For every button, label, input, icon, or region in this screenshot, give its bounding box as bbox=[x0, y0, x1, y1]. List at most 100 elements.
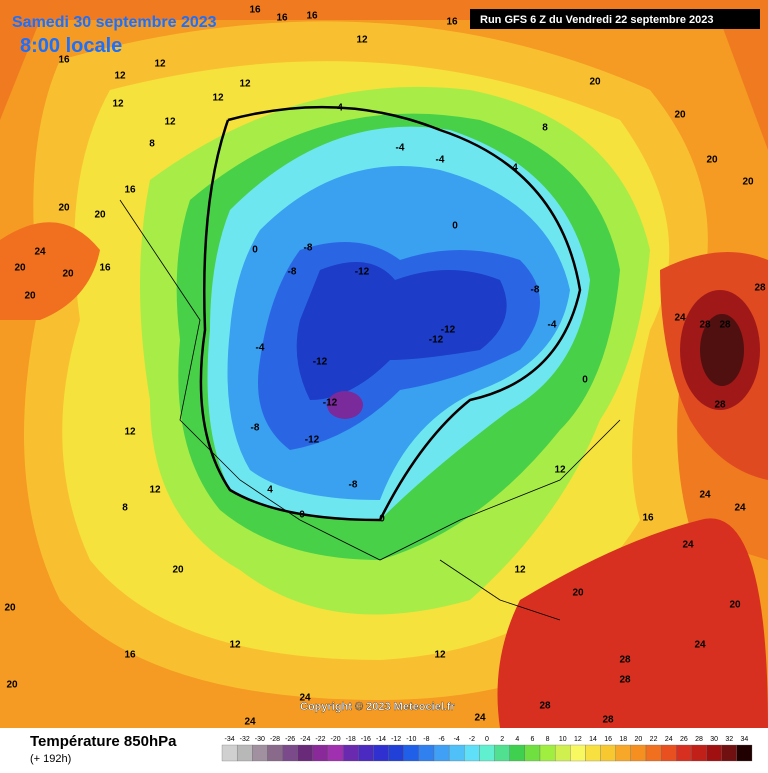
scale-swatch bbox=[555, 745, 570, 761]
contour-label: 12 bbox=[124, 427, 136, 438]
scale-label: 6 bbox=[530, 736, 534, 743]
scale-label: -6 bbox=[438, 736, 444, 743]
scale-label: -24 bbox=[300, 736, 310, 743]
scale-swatch bbox=[419, 745, 434, 761]
scale-label: -32 bbox=[240, 736, 250, 743]
scale-label: 30 bbox=[710, 736, 718, 743]
copyright: Copyright © 2023 Meteociel.fr bbox=[300, 701, 456, 713]
contour-label: 12 bbox=[239, 79, 251, 90]
scale-swatch bbox=[298, 745, 313, 761]
scale-label: 28 bbox=[695, 736, 703, 743]
time-text: 8:00 locale bbox=[20, 35, 122, 57]
date-text: Samedi 30 septembre 2023 bbox=[12, 14, 217, 31]
contour-label: 24 bbox=[34, 247, 46, 258]
contour-label: 12 bbox=[356, 35, 368, 46]
contour-label: 12 bbox=[554, 465, 566, 476]
contour-label: 0 bbox=[452, 221, 458, 232]
contour-label: 0 bbox=[379, 514, 385, 525]
scale-swatch bbox=[358, 745, 373, 761]
contour-label: 16 bbox=[124, 650, 136, 661]
color-scale: -34-32-30-28-26-24-22-20-18-16-14-12-10-… bbox=[222, 736, 752, 761]
contour-label: 16 bbox=[99, 263, 111, 274]
contour-label: 28 bbox=[539, 701, 551, 712]
contour-label: 20 bbox=[6, 680, 18, 691]
scale-swatch bbox=[464, 745, 479, 761]
scale-label: 18 bbox=[619, 736, 627, 743]
contour-label: -8 bbox=[304, 243, 313, 254]
scale-label: 10 bbox=[559, 736, 567, 743]
scale-swatch bbox=[691, 745, 706, 761]
contour-label: 20 bbox=[729, 600, 741, 611]
contour-label: -4 bbox=[436, 155, 445, 166]
contour-label: 16 bbox=[276, 13, 288, 24]
scale-label: 8 bbox=[546, 736, 550, 743]
contour-label: 16 bbox=[306, 11, 318, 22]
contour-label: -4 bbox=[256, 343, 265, 354]
contour-label: 24 bbox=[734, 503, 746, 514]
scale-swatch bbox=[737, 745, 752, 761]
contour-label: 12 bbox=[514, 565, 526, 576]
scale-swatch bbox=[601, 745, 616, 761]
contour-label: 20 bbox=[674, 110, 686, 121]
contour-label: -12 bbox=[323, 398, 338, 409]
scale-label: 32 bbox=[725, 736, 733, 743]
contour-label: 20 bbox=[94, 210, 106, 221]
scale-label: -4 bbox=[454, 736, 460, 743]
contour-label: 16 bbox=[446, 17, 458, 28]
contour-label: 20 bbox=[14, 263, 26, 274]
contour-label: 28 bbox=[714, 400, 726, 411]
contour-label: 0 bbox=[299, 510, 305, 521]
scale-label: 24 bbox=[665, 736, 673, 743]
footer-lead: (+ 192h) bbox=[30, 753, 71, 765]
footer-title: Température 850hPa bbox=[30, 733, 177, 750]
scale-swatch bbox=[525, 745, 540, 761]
scale-swatch bbox=[707, 745, 722, 761]
contour-label: 12 bbox=[154, 59, 166, 70]
scale-swatch bbox=[510, 745, 525, 761]
contour-label: 20 bbox=[58, 203, 70, 214]
contour-label: -12 bbox=[313, 357, 328, 368]
contour-label: 24 bbox=[682, 540, 694, 551]
scale-label: 14 bbox=[589, 736, 597, 743]
contour-label: -4 bbox=[548, 320, 557, 331]
scale-swatch bbox=[631, 745, 646, 761]
contour-label: 24 bbox=[699, 490, 711, 501]
contour-label: 28 bbox=[699, 320, 711, 331]
scale-label: 20 bbox=[635, 736, 643, 743]
contour-label: 4 bbox=[337, 103, 343, 114]
page: 1616161612161212121212128162020242020162… bbox=[0, 0, 768, 768]
scale-label: -14 bbox=[376, 736, 386, 743]
scale-swatch bbox=[661, 745, 676, 761]
contour-label: -4 bbox=[396, 143, 405, 154]
contour-label: 20 bbox=[572, 588, 584, 599]
scale-swatch bbox=[283, 745, 298, 761]
scale-label: 22 bbox=[650, 736, 658, 743]
scale-label: 2 bbox=[500, 736, 504, 743]
contour-label: -12 bbox=[305, 435, 320, 446]
contour-label: 12 bbox=[434, 650, 446, 661]
scale-label: -2 bbox=[469, 736, 475, 743]
scale-label: -28 bbox=[270, 736, 280, 743]
contour-label: 12 bbox=[229, 640, 241, 651]
scale-label: -12 bbox=[391, 736, 401, 743]
contour-label: 20 bbox=[742, 177, 754, 188]
scale-swatch bbox=[646, 745, 661, 761]
contour-label: 24 bbox=[474, 713, 486, 724]
scale-swatch bbox=[343, 745, 358, 761]
scale-swatch bbox=[570, 745, 585, 761]
scale-swatch bbox=[373, 745, 388, 761]
contour-label: 0 bbox=[582, 375, 588, 386]
contour-label: 4 bbox=[267, 485, 273, 496]
scale-swatch bbox=[449, 745, 464, 761]
contour-label: 8 bbox=[542, 123, 548, 134]
contour-label: 16 bbox=[124, 185, 136, 196]
scale-label: 12 bbox=[574, 736, 582, 743]
contour-label: 0 bbox=[252, 245, 258, 256]
scale-swatch bbox=[434, 745, 449, 761]
scale-label: 26 bbox=[680, 736, 688, 743]
scale-label: -34 bbox=[225, 736, 235, 743]
scale-label: -8 bbox=[423, 736, 429, 743]
scale-swatch bbox=[404, 745, 419, 761]
contour-label: 4 bbox=[512, 163, 518, 174]
contour-label: 16 bbox=[249, 5, 261, 16]
